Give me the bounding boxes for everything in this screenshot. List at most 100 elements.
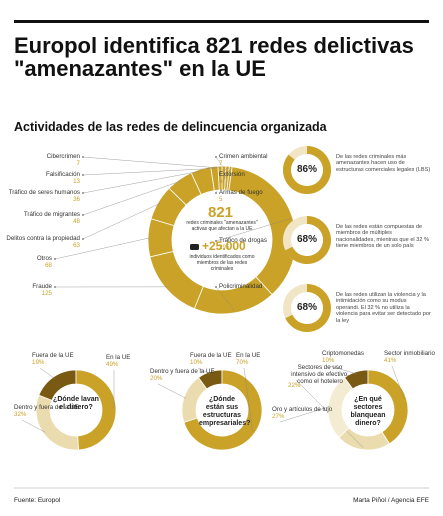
stat-hole: [291, 292, 323, 324]
stat-value: 86%: [296, 164, 317, 175]
donut-segment: [181, 377, 208, 423]
category-label: Sectores de uso intensivo de efectivo, c…: [291, 364, 349, 386]
category-label: En la UE: [106, 354, 131, 361]
category-value: 63: [73, 242, 80, 249]
category-value: 32%: [14, 411, 27, 418]
leader-dot: [215, 286, 217, 288]
stat-text: De las redes están compuestas de miembro…: [336, 224, 429, 250]
category-value: 295: [219, 244, 230, 251]
title: Europol identifica 821 redes delictivas …: [14, 33, 414, 82]
center-text: redes criminales "amenazantes" activas q…: [186, 220, 258, 232]
stat-value: 68%: [296, 302, 317, 313]
leader-line: [329, 365, 357, 375]
donut-segment: [217, 165, 223, 191]
donut-segment: [183, 369, 263, 451]
category-label: Oro y artículos de lujo: [272, 406, 333, 413]
category-label: Otros: [36, 255, 52, 262]
leader-dot: [54, 258, 56, 260]
leader-dot: [54, 286, 56, 288]
category-label: Falsificación: [45, 171, 80, 178]
category-value: 48: [73, 218, 80, 225]
category-value: 125: [41, 290, 52, 297]
category-value: 10%: [322, 357, 335, 364]
leader-line: [82, 170, 202, 194]
question: ¿En qué sectores blanquean dinero?: [350, 396, 386, 428]
category-value: 70%: [236, 359, 249, 366]
leader-dot: [215, 240, 217, 242]
category-label: Crimen ambiental: [219, 153, 268, 160]
category-value: 6: [219, 178, 223, 185]
category-label: Dentro y fuera de la UE: [150, 368, 215, 375]
leader-line: [21, 419, 46, 433]
category-label: Policriminalidad: [219, 283, 263, 290]
leader-line: [215, 156, 225, 169]
leader-dot: [82, 192, 84, 194]
category-value: 20%: [150, 375, 163, 382]
category-label: Fuera de la UE: [32, 352, 74, 359]
question: ¿Dónde están sus estructuras empresarial…: [199, 396, 251, 428]
leader-dot: [82, 174, 84, 176]
leader-dot: [215, 192, 217, 194]
category-value: 5: [219, 196, 223, 203]
leader-line: [39, 367, 55, 379]
leader-line: [391, 365, 405, 400]
category-label: Criptomonedas: [322, 350, 364, 357]
leader-line: [54, 237, 151, 260]
members-text: individuos identificados como miembros d…: [189, 254, 255, 272]
category-value: 68: [45, 262, 52, 269]
category-label: Fraude: [32, 283, 52, 290]
category-label: Cibercrimen: [46, 153, 80, 160]
category-value: 49%: [106, 361, 119, 368]
leader-line: [82, 203, 161, 240]
leader-line: [197, 367, 211, 375]
category-label: Tráfico de migrantes: [23, 211, 80, 218]
leader-dot: [82, 238, 84, 240]
category-value: 147: [219, 290, 230, 297]
leader-line: [82, 156, 221, 169]
category-value: 13: [73, 178, 80, 185]
category-value: 22%: [288, 382, 301, 389]
members-number: +25.000: [202, 239, 246, 253]
category-label: En la UE: [236, 352, 261, 359]
center-number: 821: [208, 204, 234, 221]
leader-dot: [215, 156, 217, 158]
leader-line: [215, 286, 236, 311]
donut-segment: [327, 377, 354, 438]
people-icon: [190, 244, 199, 250]
stat-hole: [291, 224, 323, 256]
category-value: 7: [219, 160, 223, 167]
category-value: 41%: [384, 357, 397, 364]
category-value: 19%: [32, 359, 45, 366]
category-label: Armas de fuego: [219, 189, 263, 196]
question: ¿Dónde lavan el dinero?: [53, 396, 99, 412]
category-label: Extorsión: [219, 171, 245, 178]
stat-text: De las redes utilizan la violencia y la …: [336, 292, 431, 324]
stat-value: 68%: [296, 234, 317, 245]
category-value: 10%: [190, 359, 203, 366]
category-value: 7: [76, 160, 80, 167]
leader-dot: [82, 214, 84, 216]
leader-line: [82, 180, 181, 216]
donut-segment: [338, 427, 390, 451]
donut-segment: [75, 369, 117, 451]
stat-hole: [291, 154, 323, 186]
category-label: Fuera de la UE: [190, 352, 232, 359]
category-value: 36: [73, 196, 80, 203]
leader-line: [215, 218, 291, 242]
stat-text: De las redes criminales más amenazantes …: [336, 154, 431, 173]
leader-dot: [82, 156, 84, 158]
category-label: Dentro y fuera de la UE: [14, 404, 79, 411]
stat-segment: [283, 146, 331, 194]
stat-segment: [285, 284, 332, 332]
source: Fuente: Europol: [14, 497, 61, 504]
stat-segment: [285, 216, 332, 264]
category-label: Tráfico de drogas: [219, 237, 267, 244]
subtitle: Actividades de las redes de delincuencia…: [14, 120, 327, 134]
credit: Marta Piñol / Agencia EFE: [353, 497, 429, 504]
leader-line: [243, 367, 253, 433]
category-label: Tráfico de seres humanos: [8, 189, 80, 196]
category-label: Sector inmobiliario: [384, 350, 435, 357]
leader-line: [157, 383, 186, 399]
